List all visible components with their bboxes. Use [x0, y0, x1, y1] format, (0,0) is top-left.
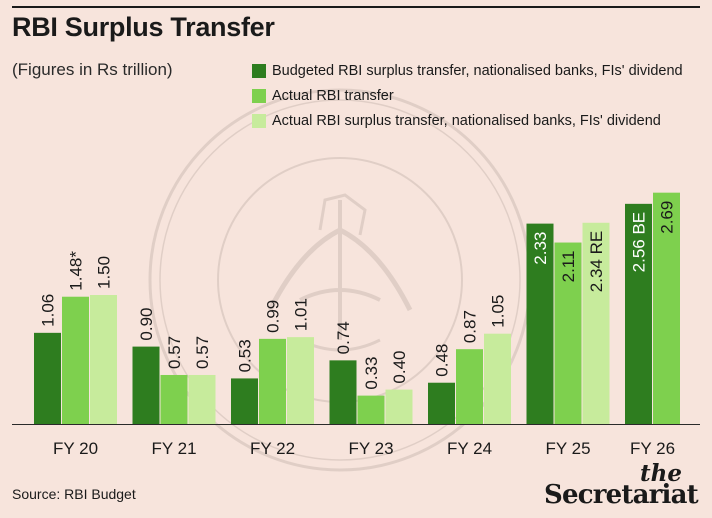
bar	[653, 192, 680, 424]
x-tick-label: FY 24	[447, 439, 492, 458]
bar	[484, 333, 511, 424]
data-label: 2.11	[559, 251, 578, 283]
x-tick-label: FY 26	[630, 439, 675, 458]
title-rule	[12, 6, 700, 8]
data-label: 1.50	[95, 256, 114, 289]
data-label: 0.33	[362, 357, 381, 390]
legend-swatch	[252, 63, 266, 78]
data-label: 0.57	[193, 336, 212, 369]
chart-subtitle: (Figures in Rs trillion)	[12, 60, 173, 79]
data-label: 0.87	[461, 310, 480, 343]
x-tick-label: FY 22	[250, 439, 295, 458]
x-tick-label: FY 20	[53, 439, 98, 458]
bar	[231, 378, 258, 424]
data-label: 0.53	[236, 339, 255, 372]
bar	[329, 360, 357, 424]
x-tick-label: FY 21	[151, 439, 196, 458]
data-label: 2.56 BE	[630, 212, 649, 273]
bar	[582, 222, 610, 424]
bar	[625, 203, 652, 424]
data-label: 1.05	[489, 295, 508, 328]
bar	[62, 296, 89, 424]
bar	[34, 332, 61, 424]
bar	[554, 242, 582, 424]
data-label: 0.48	[433, 344, 452, 377]
legend-swatch	[252, 113, 266, 128]
bar	[385, 389, 413, 424]
bar	[90, 295, 117, 424]
x-tick-label: FY 23	[348, 439, 393, 458]
legend-swatch	[252, 88, 266, 103]
data-label: 1.06	[39, 294, 58, 327]
legend-item: Actual RBI surplus transfer, nationalise…	[252, 108, 683, 133]
data-label: 2.69	[658, 201, 677, 234]
legend-item: Budgeted RBI surplus transfer, nationali…	[252, 58, 683, 83]
bar	[526, 223, 554, 424]
data-label: 0.74	[334, 321, 353, 354]
data-label: 0.90	[137, 308, 156, 341]
source-note: Source: RBI Budget	[12, 486, 136, 502]
data-label: 2.33	[531, 232, 550, 265]
bar	[357, 395, 385, 424]
legend-item: Actual RBI transfer	[252, 83, 683, 108]
data-label: 1.01	[292, 298, 311, 331]
bar	[287, 337, 314, 424]
data-label: 0.57	[165, 336, 184, 369]
bar	[259, 338, 286, 424]
bar	[428, 382, 455, 424]
data-label: 2.34 RE	[587, 231, 606, 292]
bar	[456, 349, 483, 424]
data-label: 0.99	[264, 300, 283, 333]
data-label: 1.48*	[67, 251, 86, 291]
legend-label: Actual RBI surplus transfer, nationalise…	[272, 112, 661, 129]
x-tick-label: FY 25	[545, 439, 590, 458]
brand-logo-the: the	[640, 460, 682, 487]
legend-label: Budgeted RBI surplus transfer, nationali…	[272, 62, 683, 79]
bar	[160, 374, 188, 424]
brand-logo-name: Secretariat	[544, 480, 699, 510]
legend-label: Actual RBI transfer	[272, 87, 394, 104]
bar	[132, 346, 160, 424]
chart-title: RBI Surplus Transfer	[12, 12, 275, 42]
chart-legend: Budgeted RBI surplus transfer, nationali…	[252, 58, 683, 133]
bar	[188, 374, 216, 424]
data-label: 0.40	[390, 351, 409, 384]
